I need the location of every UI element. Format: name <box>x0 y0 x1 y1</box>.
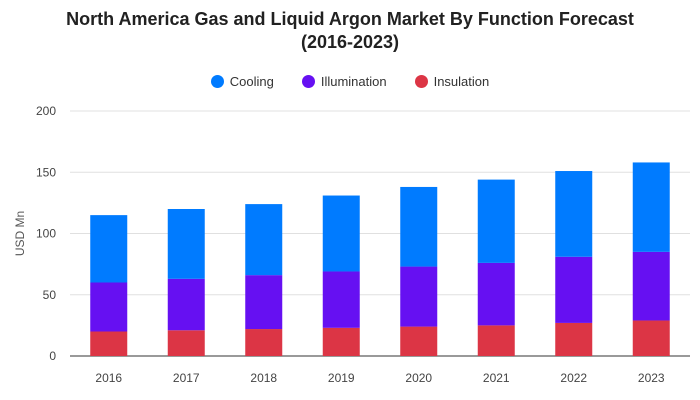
x-tick-label: 2016 <box>95 371 122 385</box>
bar-insulation-2022 <box>555 322 593 356</box>
chart-legend: Cooling Illumination Insulation <box>0 74 700 89</box>
legend-swatch-illumination <box>301 75 315 88</box>
bar-illumination-2020 <box>400 266 438 327</box>
bar-insulation-2019 <box>322 327 360 356</box>
bar-cooling-2020 <box>400 186 438 267</box>
bar-insulation-2018 <box>245 329 283 356</box>
y-axis-title: USD Mn <box>13 211 27 256</box>
y-tick-label: 50 <box>43 288 57 302</box>
legend-swatch-insulation <box>414 75 428 88</box>
bar-insulation-2023 <box>632 320 670 356</box>
bar-illumination-2017 <box>167 278 205 331</box>
bar-cooling-2021 <box>477 179 515 263</box>
bar-insulation-2020 <box>400 326 438 356</box>
x-tick-label: 2019 <box>328 371 355 385</box>
x-tick-label: 2018 <box>250 371 277 385</box>
legend-item-insulation[interactable]: Insulation <box>414 74 490 89</box>
legend-label-illumination: Illumination <box>320 74 387 89</box>
bar-cooling-2018 <box>245 204 283 276</box>
y-tick-label: 0 <box>49 349 56 363</box>
bar-cooling-2016 <box>90 215 128 283</box>
bar-illumination-2021 <box>477 262 515 326</box>
chart-title: North America Gas and Liquid Argon Marke… <box>66 9 634 52</box>
bar-cooling-2019 <box>322 195 360 272</box>
bar-illumination-2022 <box>555 256 593 323</box>
y-tick-label: 150 <box>36 165 56 179</box>
x-tick-label: 2020 <box>405 371 432 385</box>
x-tick-label: 2023 <box>638 371 665 385</box>
bar-insulation-2021 <box>477 325 515 356</box>
legend-swatch-cooling <box>210 75 224 88</box>
bar-illumination-2016 <box>90 282 128 332</box>
bar-illumination-2018 <box>245 275 283 330</box>
y-tick-label: 100 <box>36 227 56 241</box>
legend-label-insulation: Insulation <box>433 74 490 89</box>
legend-label-cooling: Cooling <box>229 74 274 89</box>
bar-illumination-2019 <box>322 271 360 328</box>
y-tick-label: 200 <box>36 104 56 118</box>
x-tick-label: 2017 <box>173 371 200 385</box>
x-tick-label: 2021 <box>483 371 510 385</box>
bar-cooling-2022 <box>555 171 593 257</box>
bar-cooling-2017 <box>167 209 205 279</box>
bar-insulation-2016 <box>90 331 128 356</box>
bar-cooling-2023 <box>632 162 670 252</box>
x-tick-label: 2022 <box>560 371 587 385</box>
bar-illumination-2023 <box>632 251 670 321</box>
bar-insulation-2017 <box>167 330 205 356</box>
legend-item-illumination[interactable]: Illumination <box>301 74 387 89</box>
legend-item-cooling[interactable]: Cooling <box>210 74 274 89</box>
